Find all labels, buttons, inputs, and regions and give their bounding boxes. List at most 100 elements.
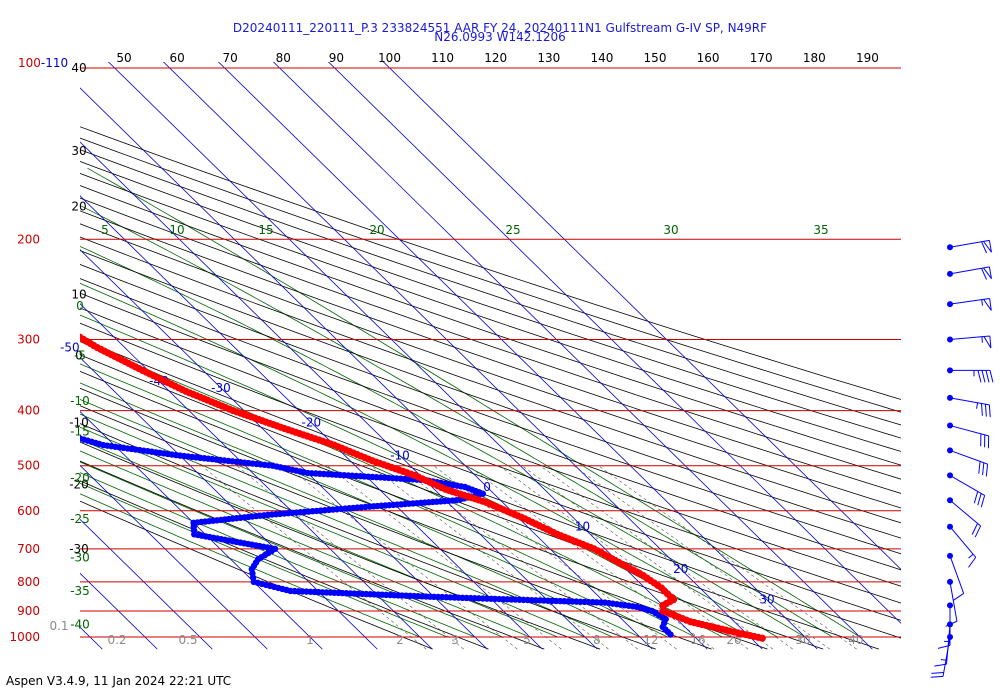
dry-adiabat-line — [80, 185, 901, 466]
pressure-label: 900 — [17, 604, 40, 618]
dewpoint-point — [48, 404, 54, 410]
dewpoint-point — [9, 374, 15, 380]
chart-title: D20240111_220111_P.3 233824551 AAR FY 24… — [232, 21, 768, 35]
dewpoint-point — [29, 390, 35, 396]
height-label: -30 — [69, 542, 89, 556]
top-axis-label: 90 — [329, 51, 344, 65]
moist-adiabat-label: 10 — [169, 223, 184, 237]
top-axis-label: 60 — [169, 51, 184, 65]
mixing-ratio-line — [540, 465, 793, 650]
temperature-point — [33, 308, 40, 315]
isotherm-line — [80, 303, 433, 650]
moist-adiabat-line — [80, 245, 806, 638]
moist-adiabat-line — [80, 461, 503, 638]
mixing-ratio-label: 16 — [690, 633, 705, 647]
dry-adiabat-line — [80, 223, 901, 509]
dry-adiabat-line — [80, 210, 901, 494]
dry-adiabat-line — [80, 278, 901, 571]
mixing-ratio-label: 0.2 — [107, 633, 126, 647]
temperature-point — [1, 291, 8, 298]
moist-adiabat-line — [80, 282, 778, 638]
temperature-profile — [0, 287, 766, 642]
dewpoint-point — [61, 431, 67, 437]
pressure-label: 100-110 — [18, 56, 68, 70]
pressure-label: 200 — [17, 232, 40, 246]
dry-adiabat-line — [80, 137, 901, 413]
wind-barb — [947, 266, 992, 280]
temperature-point — [23, 302, 30, 309]
moist-adiabat-line — [80, 439, 558, 638]
dry-adiabat-line — [80, 264, 901, 555]
moist-adiabat-label: -35 — [70, 584, 90, 598]
dry-adiabat-line — [80, 322, 901, 621]
dewpoint-point — [26, 387, 32, 393]
wind-barb — [947, 472, 986, 508]
height-label: -10 — [69, 416, 89, 430]
isotherm-line — [80, 518, 213, 650]
mixing-ratio-line — [201, 465, 427, 650]
dewpoint-point — [54, 409, 60, 415]
pressure-label: 1000 — [9, 630, 40, 644]
mixing-ratio-line — [521, 465, 774, 650]
dewpoint-point — [57, 411, 63, 417]
moist-adiabat-label: -25 — [70, 512, 90, 526]
top-axis-label: 150 — [644, 51, 667, 65]
pressure-label: 300 — [17, 332, 40, 346]
dewpoint-point — [60, 418, 66, 424]
isotherm-line — [327, 62, 901, 624]
dewpoint-point — [0, 362, 6, 368]
isotherm-line — [80, 141, 598, 650]
dry-adiabat-line — [80, 500, 433, 650]
wind-barb — [947, 394, 991, 418]
temperature-point — [5, 293, 12, 300]
dewpoint-point — [61, 427, 67, 433]
wind-barbs — [930, 239, 994, 678]
dry-adiabat-line — [80, 370, 824, 650]
moist-adiabat-label: 0 — [76, 299, 84, 313]
isotherm-label: -10 — [390, 449, 410, 463]
top-axis-label: 140 — [590, 51, 613, 65]
wind-barb — [947, 367, 994, 383]
dewpoint-point — [0, 355, 1, 361]
moist-adiabat-line — [80, 399, 641, 638]
moist-adiabat-label: -40 — [70, 617, 90, 631]
wind-barb — [947, 447, 989, 477]
wind-barb — [947, 422, 990, 449]
moist-adiabat-line — [80, 450, 531, 638]
dry-adiabats — [80, 126, 901, 650]
mixing-ratio-line — [598, 465, 857, 650]
dewpoint-point — [4, 368, 10, 374]
pressure-label: 600 — [17, 504, 40, 518]
top-axis-label: 110 — [431, 51, 454, 65]
height-label: 10 — [71, 287, 86, 301]
mixing-ratio-label: 1 — [306, 633, 314, 647]
temperature-point — [30, 306, 37, 313]
temperature-point — [48, 316, 55, 323]
temperature-point — [8, 295, 15, 302]
isotherm-line — [217, 62, 818, 650]
mixing-ratio-label: 2 — [396, 633, 404, 647]
dewpoint-point — [42, 399, 48, 405]
isotherm-label: 0 — [483, 480, 491, 494]
mixing-ratio-label: 0.1 — [49, 619, 68, 633]
top-axis-label: 170 — [750, 51, 773, 65]
top-axis-label: 70 — [223, 51, 238, 65]
dry-adiabat-line — [80, 405, 712, 650]
moist-adiabat-line — [80, 493, 421, 638]
dry-adiabat-line — [80, 292, 901, 587]
dry-adiabat-line — [80, 480, 489, 650]
temperature-point — [0, 287, 2, 294]
dry-adiabat-line — [80, 423, 656, 650]
isotherm-label: -30 — [211, 381, 231, 395]
dewpoint-profile — [0, 355, 674, 638]
wind-barb — [945, 578, 958, 627]
dry-adiabat-line — [80, 172, 901, 452]
wind-barb — [947, 552, 965, 601]
isotherm-label: 30 — [759, 593, 774, 607]
wind-barb — [947, 497, 982, 538]
temperature-point — [44, 314, 51, 321]
dewpoint-point — [38, 397, 44, 403]
wind-barb — [947, 523, 977, 568]
dry-adiabat-line — [80, 126, 901, 400]
